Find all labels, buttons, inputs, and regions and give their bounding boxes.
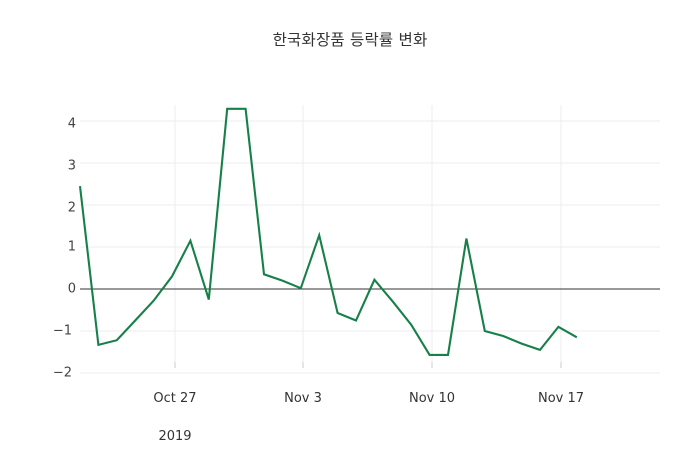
y-tick-label-1: 1 — [67, 239, 76, 255]
y-tick-label-3: 3 — [67, 158, 76, 174]
y-gridlines — [80, 120, 660, 374]
y-tick-label-neg2: −2 — [52, 365, 72, 381]
x-tick-label-nov-10-line1: Nov 10 — [408, 390, 456, 406]
y-tick-label-4: 4 — [67, 116, 76, 132]
y-tick-label-2: 2 — [67, 200, 76, 216]
x-tick-label-nov-17-line1: Nov 17 — [537, 390, 585, 406]
x-tick-label-nov-3-line1: Nov 3 — [284, 390, 322, 406]
series-line-etf-change — [78, 107, 578, 356]
chart-title: 한국화장품 등락률 변화 — [272, 31, 428, 49]
y-tick-label-neg1: −1 — [52, 323, 72, 339]
x-tick-label-nov-10: Nov 10 — [372, 371, 492, 409]
x-tick-label-oct-27-line1: Oct 27 — [153, 390, 197, 406]
x-tick-label-nov-17: Nov 17 — [501, 371, 621, 409]
x-tick-marks — [174, 362, 562, 368]
x-tick-label-nov-3: Nov 3 — [243, 371, 363, 409]
x-tick-label-oct-27: Oct 27 2019 — [115, 371, 235, 446]
x-tick-label-oct-27-line2: 2019 — [158, 428, 192, 444]
y-tick-label-0: 0 — [67, 281, 76, 297]
x-gridlines — [174, 105, 562, 362]
